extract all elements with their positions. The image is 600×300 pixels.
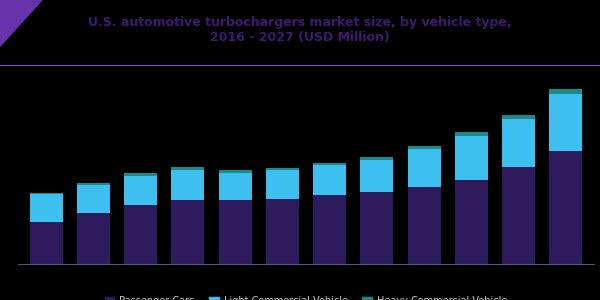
Bar	[218, 172, 252, 200]
Bar	[77, 213, 110, 264]
Bar	[549, 94, 582, 152]
Bar	[172, 167, 205, 170]
Bar	[218, 170, 252, 172]
Polygon shape	[0, 0, 42, 46]
Bar	[266, 168, 299, 170]
Bar	[360, 192, 394, 264]
Bar	[407, 149, 440, 187]
Bar	[313, 166, 346, 195]
Bar	[77, 183, 110, 185]
Bar	[124, 176, 157, 205]
Bar	[124, 205, 157, 264]
Bar	[407, 146, 440, 149]
Legend: Passenger Cars, Light Commercial Vehicle, Heavy Commercial Vehicle: Passenger Cars, Light Commercial Vehicle…	[101, 292, 511, 300]
Bar	[266, 199, 299, 264]
Bar	[30, 193, 63, 194]
Text: U.S. automotive turbochargers market size, by vehicle type,
2016 - 2027 (USD Mil: U.S. automotive turbochargers market siz…	[88, 16, 512, 44]
Bar	[502, 119, 535, 167]
Bar	[549, 152, 582, 264]
Bar	[313, 163, 346, 166]
Bar	[360, 157, 394, 160]
Bar	[502, 167, 535, 264]
Bar	[455, 179, 488, 264]
Bar	[455, 136, 488, 179]
Bar	[360, 160, 394, 192]
Bar	[218, 200, 252, 264]
Bar	[313, 195, 346, 264]
Bar	[455, 132, 488, 136]
Bar	[172, 170, 205, 200]
Bar	[30, 222, 63, 264]
Bar	[266, 170, 299, 199]
Bar	[502, 115, 535, 119]
Bar	[407, 187, 440, 264]
Bar	[77, 185, 110, 213]
Bar	[30, 194, 63, 222]
Bar	[172, 200, 205, 264]
Bar	[124, 173, 157, 176]
Bar	[549, 89, 582, 94]
